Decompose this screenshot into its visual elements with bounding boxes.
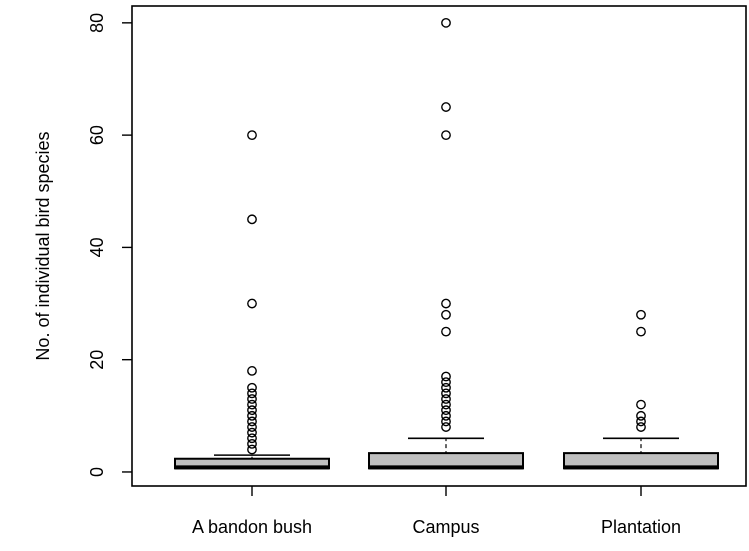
outlier-point [441,17,451,28]
outlier-point [441,309,451,320]
box-group [563,309,719,470]
outlier-point [441,382,451,393]
outlier-point [636,416,646,427]
outlier-point [441,388,451,399]
outlier-point [247,444,257,455]
x-tick-label: Plantation [601,517,681,537]
outlier-point [247,298,257,309]
outlier-point [636,422,646,432]
outlier-point [636,410,646,421]
outlier-point [441,405,451,416]
outlier-point [441,399,451,410]
outlier-point [441,102,451,112]
outlier-point [636,309,646,320]
outlier-point [247,214,257,225]
outlier-point [247,388,257,399]
outlier-point [247,399,257,410]
y-tick-label: 40 [87,237,107,257]
box-group [174,130,330,470]
box-group [368,17,524,470]
outlier-point [247,394,257,404]
outlier-point [247,438,257,449]
y-tick-label: 80 [87,13,107,33]
outlier-point [247,410,257,421]
y-tick-label: 20 [87,350,107,370]
outlier-point [441,422,451,432]
outlier-point [247,130,257,141]
outlier-point [247,382,257,393]
box-layer [174,17,719,470]
outlier-point [247,405,257,416]
outlier-point [441,377,451,388]
y-axis-label: No. of individual bird species [33,131,53,360]
outlier-point [441,371,451,382]
outlier-point [441,326,451,337]
x-tick-label: Campus [412,517,479,537]
outlier-point [441,130,451,141]
outlier-point [247,427,257,438]
outlier-point [441,298,451,309]
outlier-point [247,433,257,444]
outlier-point [636,399,646,410]
outlier-point [247,422,257,432]
plot-frame [131,5,747,487]
x-tick-label: A bandon bush [192,517,312,537]
y-tick-label: 60 [87,125,107,145]
x-axis: A bandon bush Campus Plantation [192,486,681,537]
y-axis: 0 20 40 60 80 [87,13,132,477]
outlier-point [441,416,451,427]
y-tick-label: 0 [87,467,107,477]
outlier-point [441,410,451,421]
outlier-point [247,366,257,376]
outlier-point [636,326,646,337]
outlier-point [441,394,451,404]
outlier-point [247,416,257,427]
